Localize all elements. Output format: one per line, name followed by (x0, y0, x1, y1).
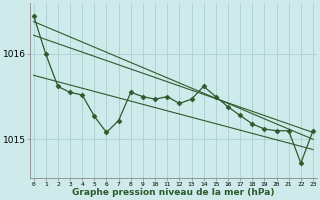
X-axis label: Graphe pression niveau de la mer (hPa): Graphe pression niveau de la mer (hPa) (72, 188, 275, 197)
